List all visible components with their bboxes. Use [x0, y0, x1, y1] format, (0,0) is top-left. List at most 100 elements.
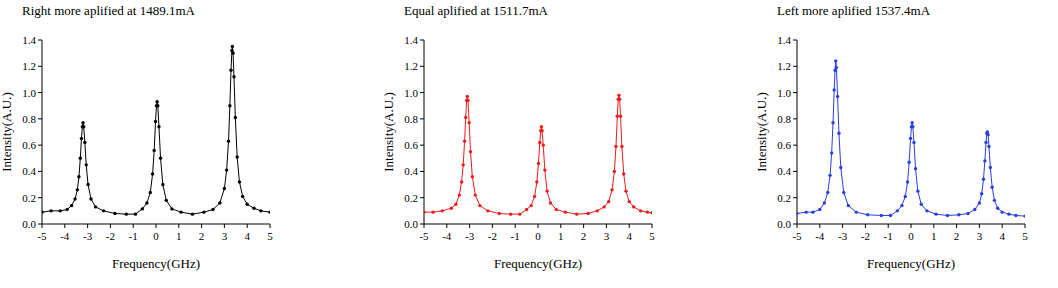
y-tick-label: 1.0 — [404, 87, 418, 99]
x-tick-label: -2 — [861, 230, 870, 242]
x-tick — [583, 224, 584, 228]
data-point — [152, 149, 155, 152]
data-point — [537, 162, 540, 165]
y-tick-label: 0.2 — [777, 192, 791, 204]
y-tick — [793, 118, 797, 119]
data-point — [454, 203, 457, 206]
data-point — [912, 141, 915, 144]
x-tick — [247, 224, 248, 228]
data-point — [624, 189, 627, 192]
x-tick-label: 1 — [558, 230, 564, 242]
x-tick — [515, 224, 516, 228]
x-axis-label: Frequency(GHz) — [494, 256, 582, 271]
y-tick-label: 1.4 — [777, 34, 791, 46]
x-tick — [492, 224, 493, 228]
data-point — [622, 172, 625, 175]
x-tick-label: -4 — [442, 230, 452, 242]
y-tick-label: 0.0 — [777, 218, 791, 230]
data-point — [458, 193, 461, 196]
y-tick-label: 0.4 — [22, 165, 36, 177]
data-point — [431, 210, 434, 213]
data-point — [450, 207, 453, 210]
data-point — [904, 195, 907, 198]
y-tick-label: 1.2 — [22, 60, 36, 72]
data-point — [82, 125, 85, 128]
data-point — [170, 207, 173, 210]
y-tick — [793, 92, 797, 93]
data-point — [81, 121, 84, 124]
data-point — [1007, 212, 1010, 215]
y-tick — [420, 92, 424, 93]
data-point — [842, 191, 845, 194]
data-point — [980, 192, 983, 195]
x-tick — [156, 224, 157, 228]
x-tick-label: 3 — [977, 230, 983, 242]
x-tick — [979, 224, 980, 228]
data-point — [94, 205, 97, 208]
title: Left more aplified 1537.4mA — [777, 3, 931, 18]
y-tick — [420, 224, 424, 225]
data-point — [925, 209, 928, 212]
data-point — [156, 104, 159, 107]
panel: Left more aplified 1537.4mA-5-4-3-2-1012… — [754, 3, 1028, 271]
y-tick — [793, 171, 797, 172]
data-point — [509, 212, 512, 215]
x-tick-label: 2 — [954, 230, 960, 242]
x-tick — [819, 224, 820, 228]
data-point — [518, 212, 521, 215]
data-point — [826, 191, 829, 194]
x-tick — [956, 224, 957, 228]
x-tick-label: 4 — [626, 230, 632, 242]
data-point — [990, 186, 993, 189]
x-tick — [133, 224, 134, 228]
data-point — [89, 197, 92, 200]
x-tick-label: 1 — [176, 230, 182, 242]
data-point — [73, 197, 76, 200]
data-point — [811, 210, 814, 213]
data-point — [540, 129, 543, 132]
x-tick-label: -4 — [60, 230, 70, 242]
data-point — [252, 207, 255, 210]
y-tick — [793, 145, 797, 146]
data-point — [161, 183, 164, 186]
x-tick-label: -3 — [83, 230, 93, 242]
x-tick — [64, 224, 65, 228]
data-point — [614, 145, 617, 148]
x-tick — [178, 224, 179, 228]
x-tick — [865, 224, 866, 228]
y-tick — [793, 66, 797, 67]
data-point — [228, 104, 231, 107]
data-point — [920, 203, 923, 206]
data-point — [797, 212, 799, 215]
data-point — [855, 210, 858, 213]
x-tick — [1025, 224, 1026, 228]
data-point — [80, 137, 83, 140]
data-point — [966, 212, 969, 215]
data-point — [246, 203, 249, 206]
data-point — [141, 207, 144, 210]
y-tick — [793, 40, 797, 41]
y-axis-label: Intensity(A.U.) — [754, 92, 769, 171]
x-tick-label: 5 — [649, 230, 655, 242]
x-tick-label: 2 — [581, 230, 587, 242]
y-tick-label: 0.6 — [404, 139, 418, 151]
x-tick — [110, 224, 111, 228]
data-point — [466, 99, 469, 102]
panel: Equal aplified at 1511.7mA-5-4-3-2-10123… — [381, 3, 655, 271]
y-tick-label: 0.8 — [777, 113, 791, 125]
y-tick-label: 1.4 — [404, 34, 418, 46]
data-point — [564, 210, 567, 213]
data-point — [834, 59, 837, 62]
data-point — [1014, 214, 1017, 217]
x-tick-label: -1 — [511, 230, 520, 242]
data-point — [839, 166, 842, 169]
data-point — [155, 100, 158, 103]
data-point — [823, 201, 826, 204]
x-tick-label: -3 — [465, 230, 475, 242]
data-point — [804, 210, 807, 213]
data-group — [424, 94, 652, 216]
data-group — [42, 45, 270, 216]
series-line — [424, 95, 652, 214]
x-tick — [446, 224, 447, 228]
data-point — [837, 132, 840, 135]
